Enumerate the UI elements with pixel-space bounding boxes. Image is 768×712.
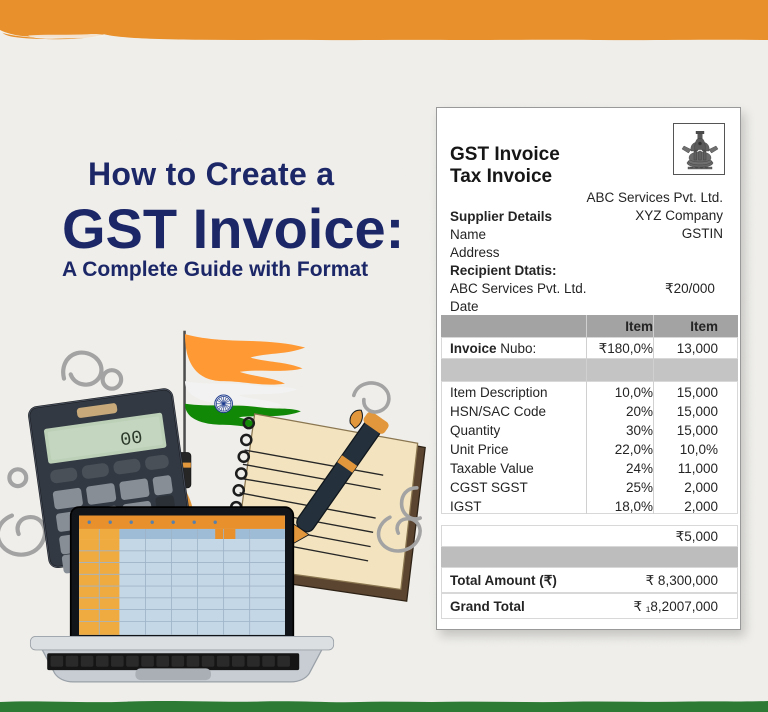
svg-text:00: 00: [119, 427, 144, 451]
